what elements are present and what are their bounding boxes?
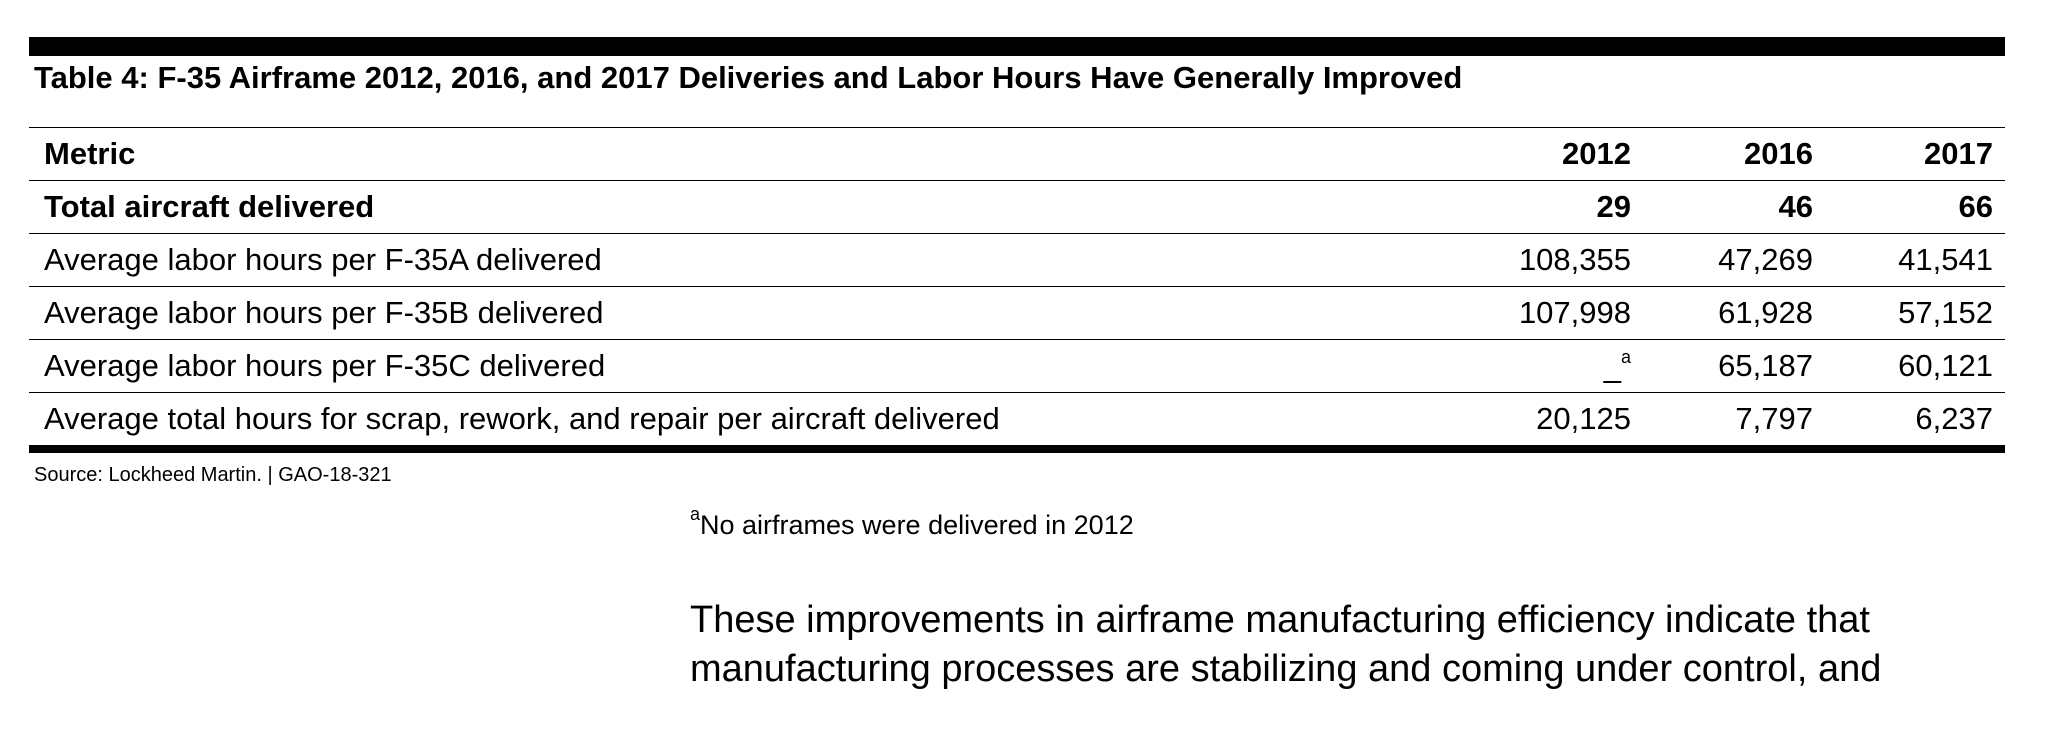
table-cell: Total aircraft delivered (29, 180, 1450, 234)
table-cell: 20,125 (1450, 392, 1643, 453)
table-cell: Average labor hours per F-35C delivered (29, 339, 1450, 393)
cell-text: _ (1603, 349, 1621, 384)
table-body: Total aircraft delivered 29 46 66 Average la… (29, 180, 2005, 453)
table-row: Average total hours for scrap, rework, a… (29, 392, 2005, 453)
footnote: aNo airframes were delivered in 2012 (690, 504, 1134, 541)
table-cell: _a (1450, 339, 1643, 393)
header-row: Metric 2012 2016 2017 (29, 127, 2005, 181)
header-cell: Metric (29, 127, 1450, 181)
table-row: Total aircraft delivered 29 46 66 (29, 180, 2005, 234)
header-cell: 2016 (1643, 127, 1825, 181)
table-cell: 29 (1450, 180, 1643, 234)
table-cell: 7,797 (1643, 392, 1825, 453)
table-cell: 108,355 (1450, 233, 1643, 287)
footnote-marker: a (690, 504, 701, 524)
table-cell: 46 (1643, 180, 1825, 234)
header-cell: 2012 (1450, 127, 1643, 181)
paragraph-line: These improvements in airframe manufactu… (690, 599, 1870, 641)
table-cell: 57,152 (1825, 286, 2005, 340)
paragraph: These improvements in airframe manufactu… (690, 596, 1881, 694)
header-cell: 2017 (1825, 127, 2005, 181)
top-rule (29, 37, 2005, 56)
table-row: Average labor hours per F-35C delivered _… (29, 339, 2005, 393)
table: Metric 2012 2016 2017 Total aircraft del… (29, 127, 2005, 453)
table-cell: Average labor hours per F-35B delivered (29, 286, 1450, 340)
table-cell: 65,187 (1643, 339, 1825, 393)
table-cell: 47,269 (1643, 233, 1825, 287)
table-cell: 61,928 (1643, 286, 1825, 340)
cell-note: a (1620, 347, 1631, 367)
table-cell: 66 (1825, 180, 2005, 234)
table-cell: 41,541 (1825, 233, 2005, 287)
source: Source: Lockheed Martin. | GAO-18-321 (34, 464, 392, 486)
table-cell: 6,237 (1825, 392, 2005, 453)
footnote-text: No airframes were delivered in 2012 (700, 510, 1134, 540)
paragraph-line: manufacturing processes are stabilizing … (690, 648, 1882, 690)
table-row: Average labor hours per F-35B delivered 1… (29, 286, 2005, 340)
table-row: Average labor hours per F-35A delivered 1… (29, 233, 2005, 287)
table-cell: Average total hours for scrap, rework, a… (29, 392, 1450, 453)
table-cell: 107,998 (1450, 286, 1643, 340)
table-cell: Average labor hours per F-35A delivered (29, 233, 1450, 287)
table-title: Table 4: F-35 Airframe 2012, 2016, and 2… (34, 60, 1463, 95)
table-cell: 60,121 (1825, 339, 2005, 393)
